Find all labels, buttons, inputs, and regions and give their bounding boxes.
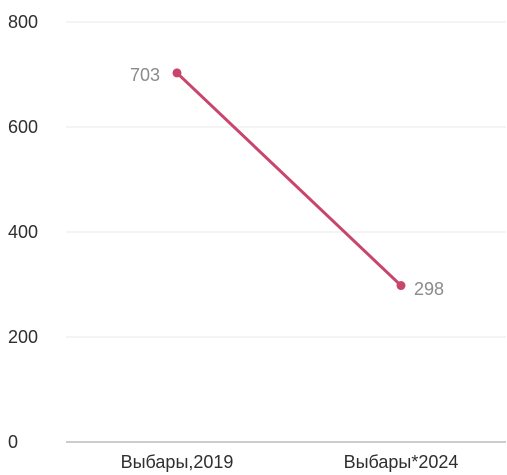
grid-layer: [66, 21, 506, 338]
y-tick-label-800: 800: [8, 12, 38, 32]
y-tick-label-0: 0: [8, 432, 18, 452]
y-tick-label-400: 400: [8, 222, 38, 242]
series-layer: [172, 68, 406, 291]
y-tick-label-600: 600: [8, 117, 38, 137]
label-layer: 703 298: [130, 65, 444, 299]
data-label-1: 703: [130, 65, 160, 85]
series-line: [175, 71, 403, 288]
x-tick-label-2: Выбары*2024: [344, 452, 459, 472]
y-tick-label-200: 200: [8, 327, 38, 347]
axis-layer: 800 600 400 200 0 Выбары,2019 Выбары*2024: [8, 12, 506, 472]
data-label-2: 298: [414, 279, 444, 299]
data-point-2: [396, 281, 406, 291]
x-tick-label-1: Выбары,2019: [121, 452, 234, 472]
data-point-1: [172, 68, 182, 78]
